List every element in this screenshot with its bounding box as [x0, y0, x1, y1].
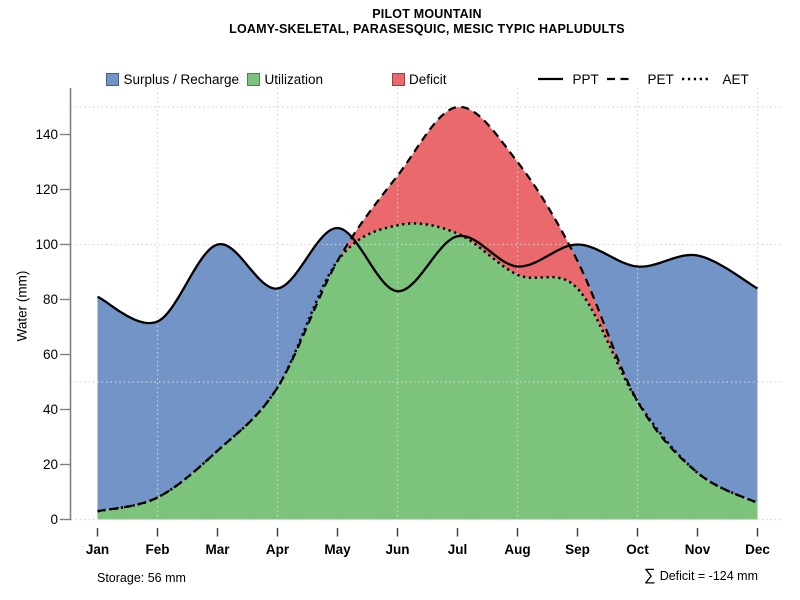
y-tick-label: 0	[50, 511, 58, 527]
ppt-legend-label: PPT	[572, 71, 599, 87]
deficit-area	[97, 106, 758, 512]
x-tick-label: Dec	[745, 542, 770, 557]
storage-annotation: Storage: 56 mm	[97, 571, 186, 585]
deficit-swatch	[392, 72, 405, 86]
x-tick-label: Oct	[626, 542, 649, 557]
x-tick-label: Jul	[447, 542, 468, 557]
y-tick-label: 100	[35, 236, 58, 252]
x-tick-label: May	[324, 542, 351, 557]
deficit-sum-annotation: ∑ Deficit = -124 mm	[644, 566, 758, 585]
chart-title: PILOT MOUNTAIN	[372, 7, 482, 21]
aet-line-sample-icon	[682, 77, 709, 81]
aet-curve	[97, 222, 758, 513]
surplus-recharge-legend-label: Surplus / Recharge	[123, 71, 240, 87]
sigma-icon: ∑	[643, 566, 656, 584]
y-tick-label: 80	[42, 291, 58, 307]
y-tick-label: 60	[42, 346, 58, 362]
surplus-recharge-area	[97, 228, 758, 512]
ppt-curve	[97, 226, 759, 325]
x-tick-label: Feb	[145, 542, 170, 557]
x-tick-label: Sep	[565, 542, 590, 557]
pet-line-sample-icon	[607, 77, 633, 81]
pet-legend-label: PET	[647, 71, 674, 87]
x-tick-label: Mar	[205, 542, 230, 557]
x-tick-label: Aug	[504, 542, 531, 557]
y-tick-label: 120	[35, 181, 58, 197]
aet-legend-label: AET	[722, 71, 749, 87]
ppt-line-sample-icon	[538, 77, 563, 81]
x-tick-label: Jun	[385, 542, 410, 557]
deficit-legend-label: Deficit	[409, 71, 447, 87]
chart-subtitle: LOAMY-SKELETAL, PARASESQUIC, MESIC TYPIC…	[229, 22, 625, 36]
surplus-recharge-swatch	[106, 72, 119, 86]
utilization-area	[97, 223, 758, 520]
y-tick-label: 40	[42, 401, 58, 417]
x-tick-label: Nov	[684, 542, 711, 557]
utilization-legend-label: Utilization	[264, 71, 324, 87]
y-tick-label: 20	[42, 456, 58, 472]
x-tick-label: Apr	[265, 542, 290, 557]
y-tick-label: 140	[35, 126, 58, 142]
deficit-sum-text: Deficit = -124 mm	[659, 569, 758, 583]
x-tick-label: Jan	[85, 542, 110, 557]
utilization-swatch	[247, 72, 260, 86]
